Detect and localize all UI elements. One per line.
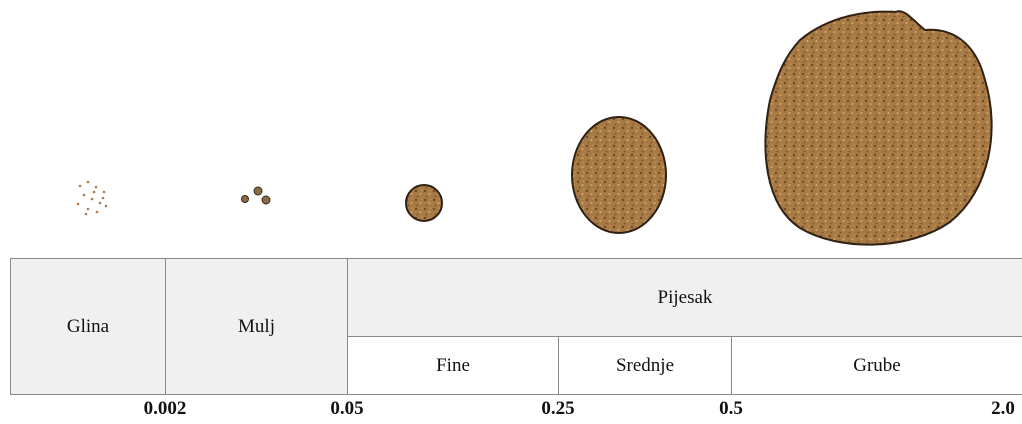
fine-sand <box>405 184 443 222</box>
fine-cell: Fine <box>347 336 559 395</box>
sand-cell: Pijesak <box>347 258 1022 337</box>
scale-label: 2.0 <box>991 398 1015 419</box>
silt-cell: Mulj <box>165 258 348 395</box>
medium-label: Srednje <box>615 354 675 376</box>
scale-label: 0.002 <box>143 398 187 419</box>
coarse-sand <box>764 10 993 246</box>
scale-label: 0.05 <box>330 398 364 419</box>
scale-label: 0.25 <box>541 398 575 419</box>
silt-label: Mulj <box>238 315 275 337</box>
coarse-label: Grube <box>853 354 901 376</box>
medium-cell: Srednje <box>558 336 732 395</box>
particles <box>76 10 993 246</box>
clay-particles <box>76 180 108 216</box>
fine-label: Fine <box>436 354 470 376</box>
medium-sand <box>571 116 667 234</box>
silt-particles <box>241 186 271 205</box>
clay-label: Glina <box>66 315 110 337</box>
coarse-cell: Grube <box>731 336 1022 395</box>
scale-label: 0.5 <box>719 398 743 419</box>
sand-label: Pijesak <box>657 286 713 308</box>
clay-cell: Glina <box>10 258 166 395</box>
